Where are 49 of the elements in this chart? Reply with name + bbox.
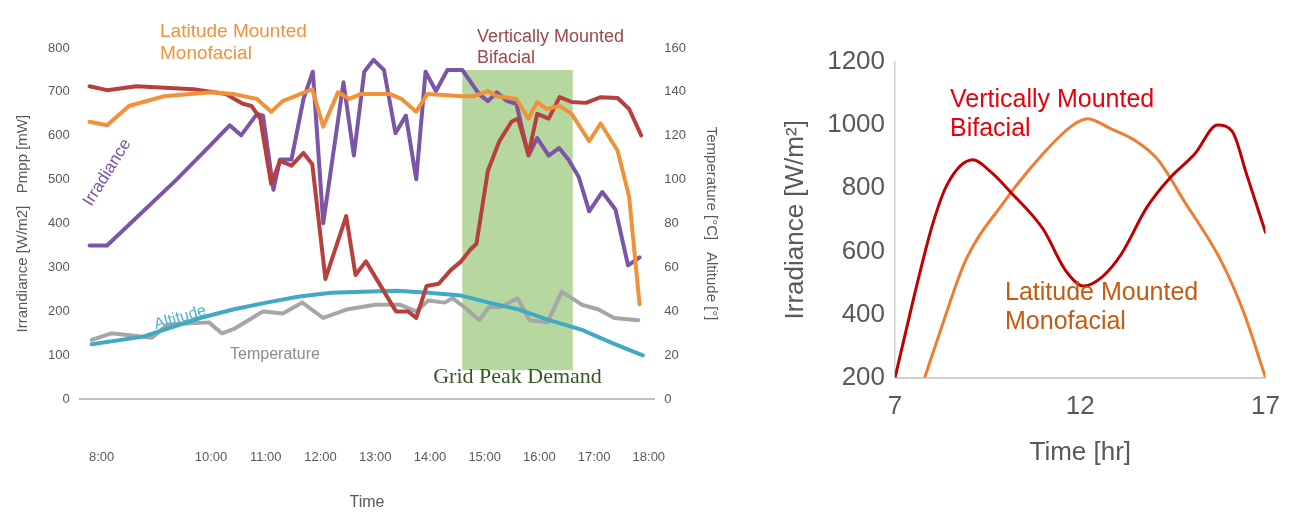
- x-tick-label: 16:00: [523, 448, 556, 464]
- y-tick-label: 300: [47, 259, 70, 275]
- x-tick-label: 12:00: [304, 448, 337, 464]
- y2-tick-label: 60: [664, 259, 679, 275]
- y2-tick-label: 80: [664, 215, 679, 231]
- y-tick-label: 1000: [827, 108, 886, 139]
- y-axis-title: Irrandiance [W/m2] Pmpp [mW]: [13, 114, 31, 333]
- x-axis-title: Time: [349, 492, 385, 510]
- x-tick-label: 10:00: [194, 448, 228, 464]
- series-label: Vertically Mounted Bifacial: [477, 25, 625, 67]
- x-tick-label: 7: [887, 390, 903, 421]
- y-tick-label: 600: [841, 234, 886, 265]
- y2-tick-label: 0: [664, 390, 672, 406]
- y-axis-title: Irradiance [W/m²]: [778, 120, 809, 320]
- x-tick-label: 18:00: [632, 448, 666, 464]
- y-tick-label: 800: [841, 171, 886, 202]
- y2-tick-label: 120: [664, 127, 687, 143]
- series-label: Temperature: [230, 345, 321, 363]
- y-tick-label: 400: [841, 297, 886, 328]
- y-tick-label: 700: [47, 83, 70, 99]
- x-tick-label: 17: [1251, 390, 1280, 421]
- x-tick-label: 12: [1065, 390, 1095, 421]
- x-tick-label: 14:00: [413, 448, 447, 464]
- text: Altitude: [151, 301, 208, 333]
- y-tick-label: 400: [47, 215, 70, 231]
- y2-tick-label: 20: [664, 346, 679, 362]
- y-tick-label: 200: [47, 302, 70, 318]
- x-tick-label: 11:00: [249, 448, 282, 464]
- x-tick-label: 17:00: [577, 448, 611, 464]
- y-tick-label: 500: [47, 171, 70, 187]
- y-tick-label: 100: [47, 346, 70, 362]
- series-label: Vertically Mounted Bifacial: [950, 84, 1155, 142]
- y2-tick-label: 140: [664, 83, 687, 99]
- y-tick-label: 200: [841, 360, 886, 391]
- y-tick-label: 0: [62, 390, 70, 406]
- y2-axis-title: Temperature [°C] Altitude [°]: [703, 126, 721, 321]
- x-tick-label: 13:00: [358, 448, 392, 464]
- series-label: Latitude Mounted Monofacial: [1005, 277, 1199, 335]
- y2-tick-label: 40: [664, 302, 679, 318]
- series-label: Latitude Mounted Monofacial: [160, 19, 307, 63]
- x-tick-label: 8:00: [88, 448, 115, 464]
- y2-tick-label: 100: [664, 171, 687, 187]
- x-axis-title: Time [hr]: [1029, 435, 1132, 466]
- band-label: Grid Peak Demand: [433, 362, 602, 388]
- y-tick-label: 800: [47, 39, 70, 55]
- y-tick-label: 1200: [827, 45, 886, 76]
- y-tick-label: 600: [47, 127, 70, 143]
- x-tick-label: 15:00: [468, 448, 501, 464]
- y2-tick-label: 160: [664, 39, 687, 55]
